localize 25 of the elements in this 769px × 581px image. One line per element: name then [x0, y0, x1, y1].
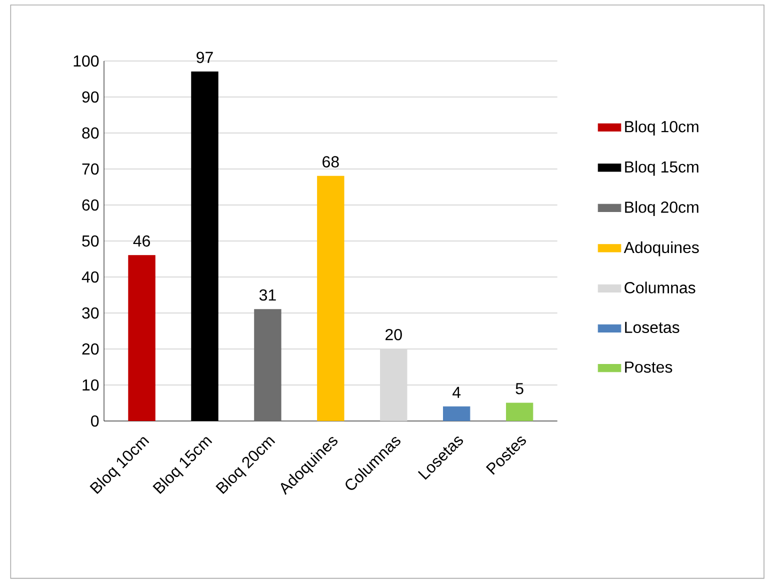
- data-label: 97: [196, 52, 213, 64]
- y-tick-label: 20: [82, 343, 99, 355]
- data-label: 20: [386, 328, 402, 340]
- data-label: 68: [322, 156, 339, 168]
- y-tick-label: 90: [82, 91, 99, 103]
- y-tick-label: 70: [82, 163, 99, 175]
- legend-label: Bloq 20cm: [625, 201, 698, 216]
- data-label: 5: [516, 383, 524, 394]
- data-label: 46: [133, 235, 150, 247]
- y-tick-label: 30: [82, 307, 99, 319]
- legend-label: Columnas: [624, 282, 696, 294]
- y-tick-label: 100: [74, 55, 99, 67]
- y-tick-label: 80: [82, 127, 99, 139]
- legend-label: Losetas: [625, 322, 680, 334]
- y-tick-label: 10: [82, 379, 99, 391]
- legend-label: Bloq 15cm: [625, 160, 698, 176]
- y-tick-label: 0: [91, 415, 99, 427]
- data-label: 4: [452, 386, 461, 398]
- data-label: 31: [259, 289, 276, 301]
- y-tick-label: 40: [82, 271, 99, 283]
- y-tick-label: 60: [82, 199, 99, 211]
- y-tick-label: 50: [82, 235, 99, 247]
- legend-label: Adoquines: [624, 241, 699, 256]
- legend-label: Bloq 10cm: [625, 120, 698, 136]
- legend-label: Postes: [625, 362, 672, 373]
